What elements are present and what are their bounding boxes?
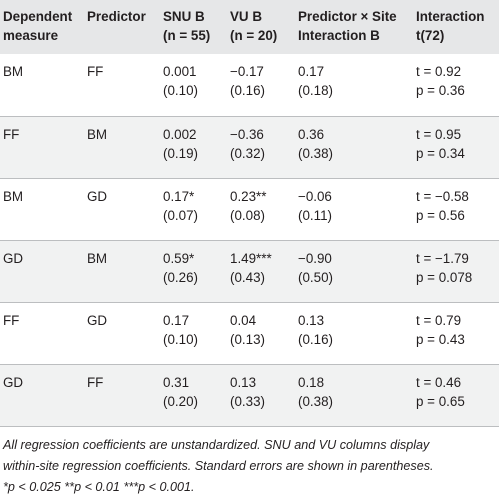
header-predictor: Predictor (85, 0, 161, 54)
cell-interaction-b: −0.06 (0.11) (298, 188, 332, 223)
table-row: FF GD 0.17 (0.10) 0.04 (0.13) 0.13 (0.16) t… (0, 302, 499, 364)
cell-dependent-measure: GD (0, 364, 85, 426)
cell-interaction-t: t = 0.46 p = 0.65 (414, 364, 499, 426)
cell-vu-b: −0.36 (0.32) (228, 116, 296, 178)
header-vu-b: VU B (n = 20) (228, 0, 296, 54)
footnote-line: within-site regression coefficients. Sta… (3, 459, 434, 473)
header-row: Dependent measure Predictor SNU B (n = 5… (0, 0, 499, 54)
table-row: BM GD 0.17* (0.07) 0.23** (0.08) −0.06 (0.1… (0, 178, 499, 240)
cell-interaction-b: −0.90 (0.50) (296, 240, 414, 302)
cell-dependent-measure: FF (3, 312, 20, 328)
cell-interaction-t: t = 0.95 p = 0.34 (414, 116, 499, 178)
cell-dependent-measure: BM (3, 64, 24, 79)
table-row: BM FF 0.001 (0.10) −0.17 (0.16) 0.17 (0.18)… (0, 54, 499, 116)
cell-interaction-b: 0.18 (0.38) (296, 364, 414, 426)
regression-table: Dependent measure Predictor SNU B (n = 5… (0, 0, 499, 426)
cell-interaction-b: 0.13 (0.16) (298, 312, 333, 347)
cell-predictor: BM (85, 240, 161, 302)
cell-interaction-b: 0.36 (0.38) (296, 116, 414, 178)
cell-predictor: FF (85, 364, 161, 426)
cell-vu-b: 0.23** (0.08) (230, 188, 267, 223)
cell-snu-b: 0.17* (0.07) (163, 188, 198, 223)
table-row: GD FF 0.31 (0.20) 0.13 (0.33) 0.18 (0.38) t… (0, 364, 499, 426)
cell-vu-b: 0.04 (0.13) (230, 312, 265, 347)
header-dependent-measure: Dependent measure (0, 0, 85, 54)
cell-vu-b: 0.13 (0.33) (228, 364, 296, 426)
header-snu-b: SNU B (n = 55) (161, 0, 228, 54)
cell-dependent-measure: BM (3, 188, 24, 204)
cell-interaction-b: 0.17 (0.18) (298, 64, 333, 98)
cell-snu-b: 0.001 (0.10) (163, 64, 198, 98)
cell-dependent-measure: GD (0, 240, 85, 302)
cell-vu-b: −0.17 (0.16) (230, 64, 265, 98)
cell-snu-b: 0.31 (0.20) (161, 364, 228, 426)
table-body: BM FF 0.001 (0.10) −0.17 (0.16) 0.17 (0.18)… (0, 54, 499, 426)
cell-predictor: GD (87, 188, 108, 204)
header-interaction-b: Predictor × Site Interaction B (296, 0, 414, 54)
cell-dependent-measure: FF (0, 116, 85, 178)
cell-snu-b: 0.59* (0.26) (161, 240, 228, 302)
footnote-line: All regression coefficients are unstanda… (3, 438, 430, 452)
cell-interaction-t: t = −0.58 p = 0.56 (416, 188, 469, 223)
cell-predictor: BM (85, 116, 161, 178)
table-row: FF BM 0.002 (0.19) −0.36 (0.32) 0.36 (0.38)… (0, 116, 499, 178)
footnote-line: *p < 0.025 **p < 0.01 ***p < 0.001. (3, 480, 195, 494)
table-header: Dependent measure Predictor SNU B (n = 5… (0, 0, 499, 54)
cell-snu-b: 0.002 (0.19) (161, 116, 228, 178)
cell-interaction-t: t = 0.92 p = 0.36 (416, 64, 465, 98)
cell-predictor: FF (87, 64, 104, 79)
cell-snu-b: 0.17 (0.10) (163, 312, 198, 347)
cell-interaction-t: t = 0.79 p = 0.43 (416, 312, 465, 347)
cell-predictor: GD (87, 312, 108, 328)
table-row: GD BM 0.59* (0.26) 1.49*** (0.43) −0.90 (0.… (0, 240, 499, 302)
cell-interaction-t: t = −1.79 p = 0.078 (414, 240, 499, 302)
header-interaction-t: Interaction t(72) (414, 0, 499, 54)
table-footnote: All regression coefficients are unstanda… (3, 435, 497, 498)
cell-vu-b: 1.49*** (0.43) (228, 240, 296, 302)
